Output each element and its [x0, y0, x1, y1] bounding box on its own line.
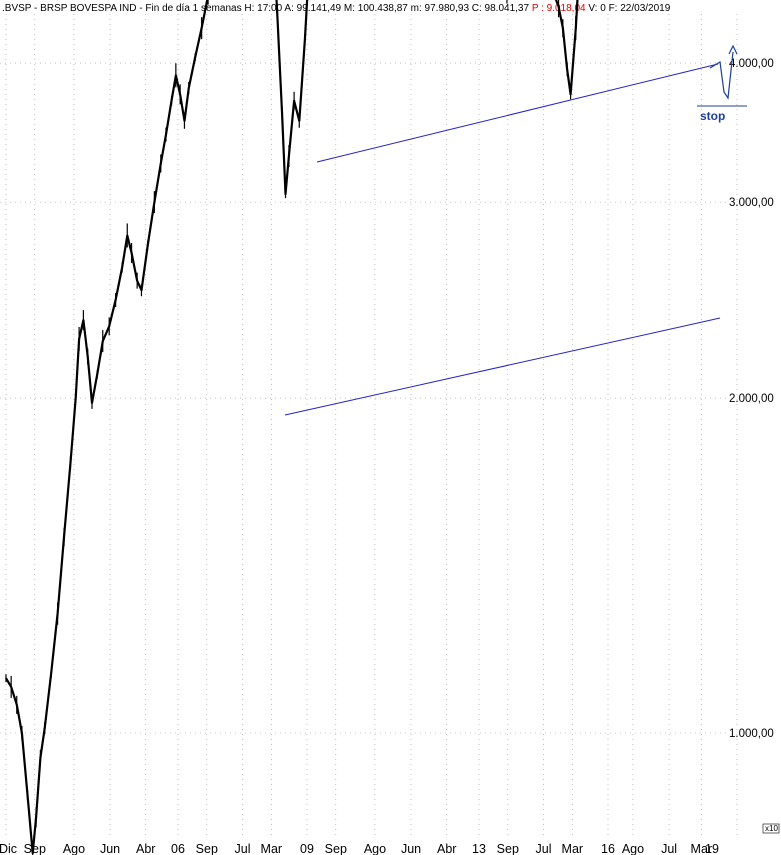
- header-period: Fin de día 1 semanas: [145, 3, 241, 14]
- projection-arrowhead: [728, 44, 738, 55]
- header-symbol: .BVSP: [2, 3, 32, 14]
- price-line: [5, 0, 579, 855]
- x-tick-label: Sep: [325, 842, 347, 855]
- x-tick-label: 13: [472, 842, 486, 855]
- x-tick-label: Jul: [536, 842, 552, 855]
- header-v: V: 0: [588, 3, 606, 14]
- x-tick-label: Jul: [235, 842, 251, 855]
- header-a: A: 99.141,49: [284, 3, 341, 14]
- x-tick-label: Ago: [364, 842, 386, 855]
- x-tick-label: Ago: [63, 842, 85, 855]
- y-tick-label: 2.000,00: [729, 393, 774, 405]
- x-tick-label: Sep: [24, 842, 46, 855]
- header-h: H: 17:00: [244, 3, 282, 14]
- x-tick-label: Ago: [622, 842, 644, 855]
- header-mn: m: 97.980,93: [411, 3, 470, 14]
- x-tick-label: Dic: [0, 842, 17, 855]
- projection-arrow: [709, 51, 734, 100]
- x-tick-label: Mar: [691, 842, 713, 855]
- header-c: C: 98.041,37: [472, 3, 530, 14]
- y-tick-label: 4.000,00: [729, 58, 774, 70]
- header-text: .BVSP - BRSP BOVESPA IND - Fin de día 1 …: [2, 3, 671, 14]
- price-series: [5, 0, 579, 855]
- x-tick-label: Jun: [401, 842, 421, 855]
- channel-upper-line: [316, 63, 719, 163]
- x-tick-label: Abr: [437, 842, 456, 855]
- multiplier-label: x10: [765, 824, 778, 833]
- channel-lower-line: [284, 317, 721, 416]
- x-tick-label: 06: [171, 842, 185, 855]
- x-tick-label: Mar: [562, 842, 584, 855]
- y-tick-label: 1.000,00: [729, 728, 774, 740]
- y-axis: 11.000,0010.000,009.000,008.000,007.000,…: [729, 58, 774, 740]
- x-tick-label: Mar: [261, 842, 283, 855]
- x-tick-label: 16: [601, 842, 615, 855]
- x-tick-label: Jul: [661, 842, 677, 855]
- multiplier-box: [762, 823, 780, 834]
- x-tick-label: 09: [300, 842, 314, 855]
- x-axis: Dic Sep Ago Jun Abr 06 Sep Jul Mar 09 Sep Ago Jun Abr…: [0, 842, 719, 855]
- x-tick-label: Sep: [497, 842, 519, 855]
- x-tick-label: 19: [705, 842, 719, 855]
- stop-label: stop: [700, 109, 725, 123]
- x-tick-label: Sep: [196, 842, 218, 855]
- x-tick-label: Abr: [136, 842, 155, 855]
- header-name: BRSP BOVESPA IND: [40, 3, 136, 14]
- grid: [0, 14, 738, 838]
- y-tick-label: 3.000,00: [729, 197, 774, 209]
- x-tick-label: Jun: [100, 842, 120, 855]
- header-f: F: 22/03/2019: [609, 3, 671, 14]
- header-m: M: 100.438,87: [344, 3, 408, 14]
